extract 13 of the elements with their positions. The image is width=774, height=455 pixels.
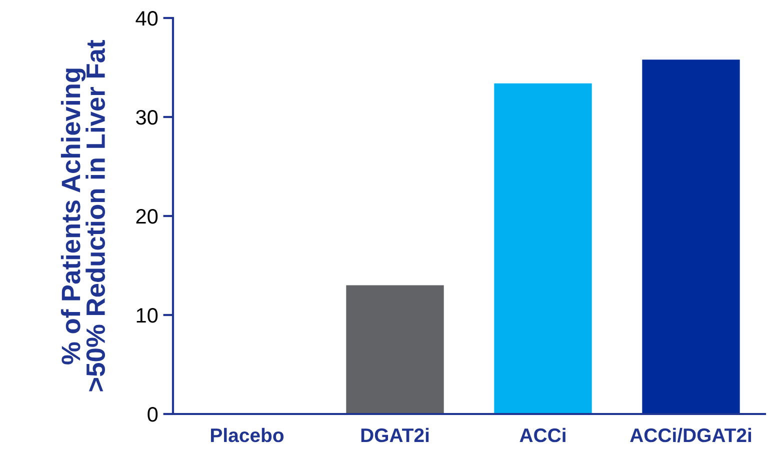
x-tick-label: ACCi: [520, 428, 566, 442]
x-tick-label: ACCi/DGAT2i: [630, 428, 752, 442]
bar: [642, 60, 740, 414]
y-axis-title: % of Patients Achieving >50% Reduction in Liver Fat: [60, 40, 106, 392]
x-tick-label: DGAT2i: [361, 428, 429, 442]
bar: [346, 285, 444, 414]
y-tick-label: 30: [136, 110, 158, 125]
x-tick-label: Placebo: [211, 428, 284, 442]
y-tick-label: 20: [136, 209, 158, 224]
y-tick-label: 10: [136, 308, 158, 323]
y-tick-label: 0: [148, 407, 158, 422]
bar: [494, 83, 592, 414]
y-tick-label: 40: [136, 11, 158, 26]
